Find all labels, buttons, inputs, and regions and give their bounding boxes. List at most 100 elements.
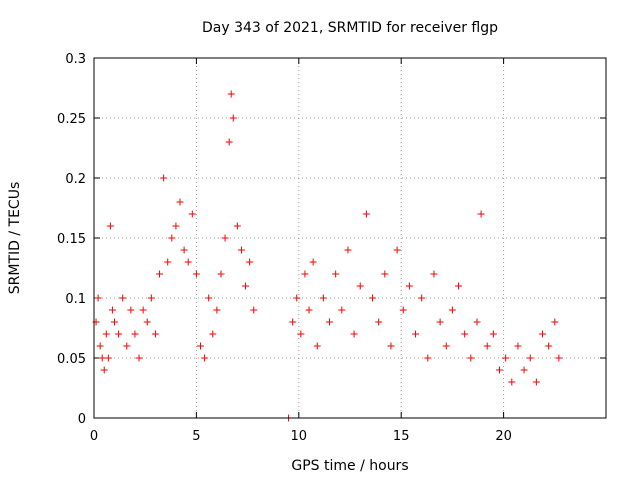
data-point [188, 210, 196, 218]
chart-title: Day 343 of 2021, SRMTID for receiver flg… [202, 20, 498, 36]
data-point [309, 258, 317, 266]
data-point [135, 354, 143, 362]
data-point [338, 306, 346, 314]
data-point [100, 366, 108, 374]
x-tick-label: 15 [393, 429, 410, 444]
data-point [110, 318, 118, 326]
data-point [180, 246, 188, 254]
data-point [242, 282, 250, 290]
x-tick-label: 0 [90, 429, 98, 444]
x-tick-label: 20 [495, 429, 512, 444]
data-point [164, 258, 172, 266]
data-point [356, 282, 364, 290]
y-axis-label: SRMTID / TECUs [7, 182, 23, 295]
data-point [442, 342, 450, 350]
data-point [405, 282, 413, 290]
data-point [102, 330, 110, 338]
data-point [213, 306, 221, 314]
data-point [217, 270, 225, 278]
data-point [147, 294, 155, 302]
data-point [151, 330, 159, 338]
data-point [393, 246, 401, 254]
data-point [332, 270, 340, 278]
data-point [301, 270, 309, 278]
data-point [399, 306, 407, 314]
data-point [412, 330, 420, 338]
data-point [539, 330, 547, 338]
data-point [96, 342, 104, 350]
data-point [115, 330, 123, 338]
data-point [172, 222, 180, 230]
data-point [473, 318, 481, 326]
data-point [496, 366, 504, 374]
data-point [233, 222, 241, 230]
data-point [289, 318, 297, 326]
data-point [98, 354, 106, 362]
data-point [305, 306, 313, 314]
data-point [227, 90, 235, 98]
data-point [375, 318, 383, 326]
data-point [143, 318, 151, 326]
data-point [293, 294, 301, 302]
data-point [532, 378, 540, 386]
data-point [344, 246, 352, 254]
y-tick-label: 0.25 [57, 112, 86, 127]
data-point [201, 354, 209, 362]
data-point [387, 342, 395, 350]
y-tick-label: 0.15 [57, 232, 86, 247]
data-point [131, 330, 139, 338]
data-point [209, 330, 217, 338]
data-point [139, 306, 147, 314]
data-point [250, 306, 258, 314]
y-tick-label: 0.3 [65, 52, 86, 67]
data-point [205, 294, 213, 302]
data-point [545, 342, 553, 350]
x-axis-label: GPS time / hours [291, 458, 408, 474]
data-points [92, 90, 563, 422]
data-point [319, 294, 327, 302]
y-tick-label: 0 [78, 412, 86, 427]
data-point [436, 318, 444, 326]
data-point [477, 210, 485, 218]
data-point [326, 318, 334, 326]
data-point [483, 342, 491, 350]
data-point [362, 210, 370, 218]
data-point [381, 270, 389, 278]
data-point [520, 366, 528, 374]
data-point [119, 294, 127, 302]
data-point [551, 318, 559, 326]
data-point [106, 222, 114, 230]
data-point [160, 174, 168, 182]
data-point [424, 354, 432, 362]
data-point [123, 342, 131, 350]
y-tick-label: 0.2 [65, 172, 86, 187]
data-point [418, 294, 426, 302]
data-point [184, 258, 192, 266]
y-tick-label: 0.1 [65, 292, 86, 307]
data-point [448, 306, 456, 314]
data-point [246, 258, 254, 266]
plot-frame [93, 57, 607, 419]
data-point [229, 114, 237, 122]
data-point [467, 354, 475, 362]
y-tick-label: 0.05 [57, 352, 86, 367]
data-point [196, 342, 204, 350]
data-point [104, 354, 112, 362]
data-point [192, 270, 200, 278]
data-point [455, 282, 463, 290]
data-point [430, 270, 438, 278]
data-point [94, 294, 102, 302]
x-tick-label: 5 [192, 429, 200, 444]
data-point [526, 354, 534, 362]
data-point [168, 234, 176, 242]
data-point [297, 330, 305, 338]
data-point [461, 330, 469, 338]
data-point [156, 270, 164, 278]
data-point [237, 246, 245, 254]
data-point [369, 294, 377, 302]
x-tick-label: 10 [291, 429, 308, 444]
data-point [514, 342, 522, 350]
data-point [508, 378, 516, 386]
data-point [489, 330, 497, 338]
ticks: 0 0.05 0.1 0.15 0.2 0.25 0.3 0 5 10 15 20 [57, 52, 606, 444]
